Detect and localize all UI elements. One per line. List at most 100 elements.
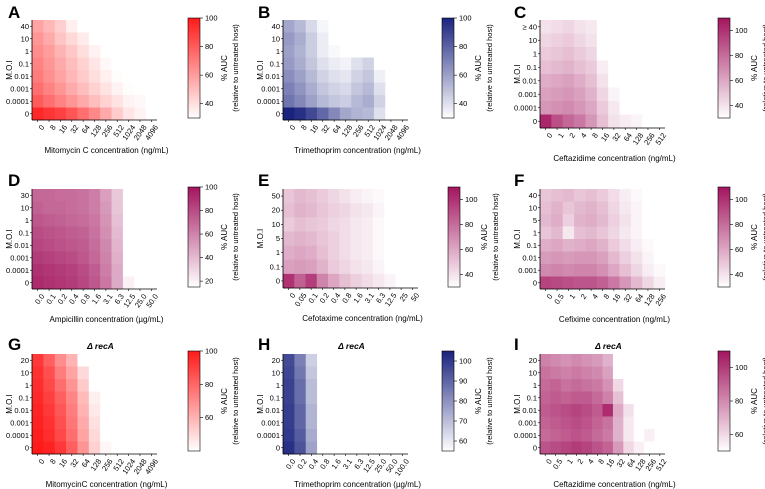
heatmap-cell [100,239,112,252]
heatmap-cell [373,95,386,108]
heatmap-cell [305,107,318,121]
heatmap-cell [373,429,386,442]
heatmap-cell [122,379,135,392]
heatmap-cell [351,32,363,46]
heatmap-cell [134,404,146,417]
heatmap-cell [32,45,44,58]
y-tick-label: 0.0001 [514,103,537,112]
heatmap-cell [134,264,146,277]
heatmap-cell [642,201,654,215]
heatmap-cell [145,57,158,71]
heatmap-cell [294,32,307,46]
heatmap-cell [134,366,146,380]
heatmap-cell [145,20,158,33]
heatmap-cell [111,32,124,46]
heatmap-cell [373,379,386,392]
panel-letter: B [258,3,270,22]
heatmap-cell [54,45,67,58]
heatmap-cell [406,217,419,232]
heatmap-cell [562,47,575,61]
heatmap-cell [66,20,78,33]
heatmap-cell [339,82,352,96]
heatmap-cell [396,441,409,455]
heatmap-cell [111,354,124,367]
heatmap-cell [122,95,135,108]
heatmap-cell [339,379,352,392]
heatmap-cell [316,189,329,204]
y-tick-label: 0 [276,109,280,118]
heatmap-cell [385,82,397,96]
heatmap-cell [574,60,586,75]
heatmap-cell [361,189,374,204]
heatmap-cell [122,82,135,96]
heatmap-cell [385,107,397,121]
heatmap-cell [88,32,101,46]
heatmap-cell [77,366,90,380]
heatmap-cell [540,429,551,442]
y-tick-label: 0.0001 [257,431,280,440]
heatmap-cell [54,57,67,71]
heatmap-cell [88,214,101,227]
y-tick-label: 0.001 [518,266,537,275]
heatmap-cell [122,366,135,380]
heatmap-cell [385,32,397,46]
heatmap-cell [540,226,552,240]
colorbar-subtitle: (relative to untreated host) [761,357,765,445]
heatmap-cell [562,226,575,240]
heatmap-cell [328,189,340,204]
heatmap-cell [122,416,135,430]
heatmap-cell [122,20,135,33]
heatmap-cell [562,214,575,227]
heatmap-cell [385,354,397,367]
heatmap-cell [653,251,666,265]
y-tick-label: 0 [276,276,280,285]
heatmap-cell [560,391,572,405]
heatmap-cell [66,189,78,202]
heatmap-cell [406,273,419,289]
heatmap-cell [54,239,67,252]
heatmap-cell [602,416,614,430]
heatmap-cell [294,203,306,218]
y-tick-label: 0.0001 [6,97,29,106]
heatmap-cell [283,32,295,46]
heatmap-cell [585,239,598,252]
y-tick-label: 20 [272,206,280,215]
heatmap-cell [581,379,593,392]
heatmap-cell [43,70,56,83]
heatmap-cell [633,366,645,380]
x-tick-label: 8 [596,457,606,466]
heatmap-cell [653,201,666,215]
x-tick-label: 512 [653,131,668,146]
y-tick-label: 10 [21,34,29,43]
heatmap-cell [642,101,654,115]
panel-letter: F [514,171,524,190]
heatmap-cell [574,276,586,290]
heatmap-cell [111,70,124,83]
heatmap-cell [642,33,654,48]
x-tick-label: 16 [308,123,320,135]
heatmap-cell [134,354,146,367]
heatmap-cell [66,95,78,108]
heatmap-cell [585,74,598,88]
heatmap-cell [54,214,67,227]
heatmap-cell [406,189,419,204]
heatmap-cell [602,379,614,392]
heatmap-cell [111,239,124,252]
heatmap-cell [350,203,363,218]
y-tick-label: 0.0001 [6,266,29,275]
heatmap-cell [66,107,78,121]
heatmap-cell [562,114,575,129]
heatmap-cell [77,391,90,405]
heatmap-cell [339,32,352,46]
heatmap-cell [623,429,635,442]
heatmap-cell [88,239,101,252]
heatmap-cell [77,70,90,83]
heatmap-cell [100,251,112,265]
heatmap-cell [562,189,575,202]
heatmap-cell [562,239,575,252]
heatmap-cell [317,391,329,405]
colorbar-tick-label: 60 [459,437,467,446]
y-tick-label: 5 [533,216,537,225]
heatmap-cell [305,366,318,380]
